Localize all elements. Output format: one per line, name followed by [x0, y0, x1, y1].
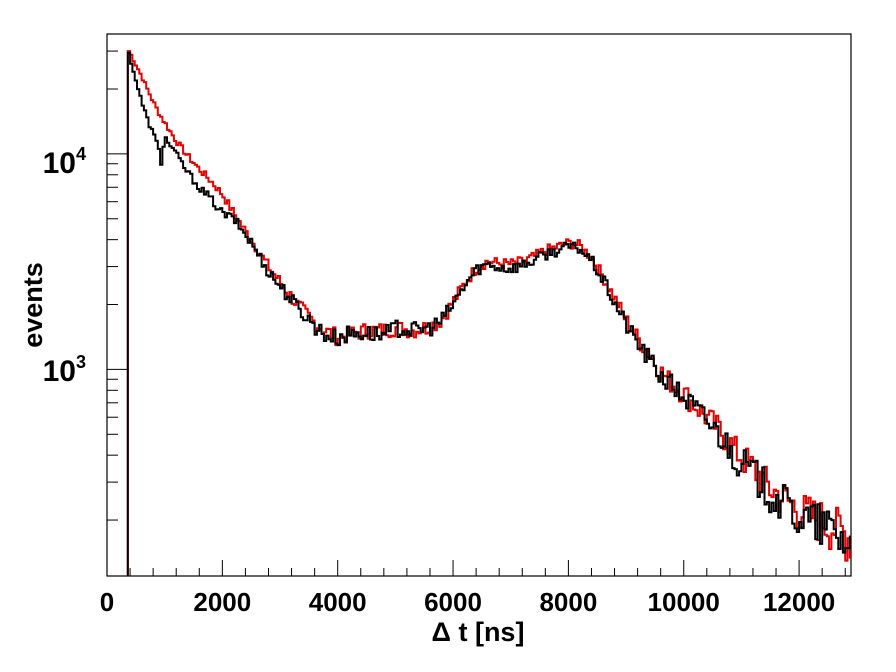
y-tick-labels: 103 104 — [43, 144, 86, 388]
y-tick-label: 103 — [43, 352, 86, 388]
y-axis-title: events — [18, 262, 48, 348]
x-tick-label: 4000 — [309, 587, 367, 617]
y-tick-base: 10 — [43, 355, 76, 388]
x-axis-title: Δ t [ns] — [432, 617, 525, 647]
series-layer — [126, 50, 851, 576]
y-tick-exponent: 4 — [76, 144, 86, 164]
x-tick-label: 2000 — [193, 587, 251, 617]
x-tick-label: 6000 — [424, 587, 482, 617]
x-tick-label: 10000 — [648, 587, 720, 617]
x-tick-label: 0 — [100, 587, 114, 617]
axis-ticks — [106, 50, 846, 576]
y-tick-base: 10 — [43, 147, 76, 180]
x-tick-label: 12000 — [763, 587, 835, 617]
plot-frame — [106, 33, 852, 577]
x-tick-labels: 0 2000 4000 6000 8000 10000 12000 — [100, 587, 835, 617]
x-tick-label: 8000 — [539, 587, 597, 617]
series-black-line — [126, 51, 851, 576]
y-tick-label: 104 — [43, 144, 86, 180]
y-tick-exponent: 3 — [76, 352, 86, 372]
